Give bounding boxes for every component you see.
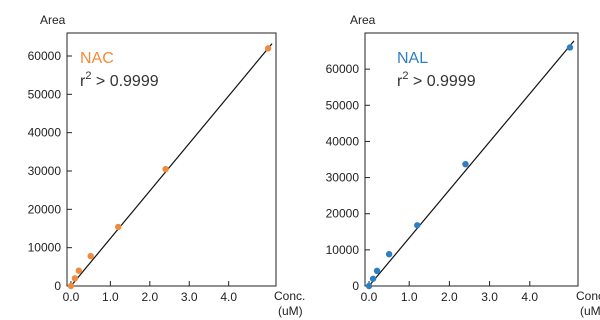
r-squared-value: > 0.9999 <box>408 73 475 90</box>
data-point <box>414 222 421 229</box>
r-squared-exponent: 2 <box>402 70 408 82</box>
x-tick-label: 4.0 <box>220 290 237 304</box>
data-point <box>264 45 272 52</box>
r-squared-value: > 0.9999 <box>91 73 158 90</box>
x-tick-label: 2.0 <box>441 290 458 304</box>
data-point <box>71 275 79 282</box>
series-annotation: NAC <box>80 50 114 67</box>
data-point <box>115 223 122 231</box>
data-point <box>365 282 373 290</box>
x-tick-label: 0.0 <box>63 290 80 304</box>
y-tick-label: 50000 <box>326 98 360 112</box>
x-axis-unit: (uM) <box>580 304 600 318</box>
r-squared-base: r <box>397 73 403 90</box>
data-point <box>373 267 381 275</box>
y-tick-label: 0 <box>352 279 359 293</box>
y-tick-label: 10000 <box>28 241 62 255</box>
y-axis-label: Area <box>350 13 376 27</box>
r-squared-base: r <box>80 73 86 90</box>
r-squared-annotation: r2 > 0.9999 <box>80 70 159 90</box>
plot-frame <box>66 32 277 287</box>
y-tick-label: 60000 <box>326 62 360 76</box>
x-tick-label: 2.0 <box>141 290 158 304</box>
y-tick-label: 40000 <box>326 134 360 148</box>
y-tick-label: 20000 <box>28 202 62 216</box>
data-point <box>87 252 94 260</box>
y-tick-label: 40000 <box>28 126 62 140</box>
series-annotation: NAL <box>397 50 428 67</box>
y-tick-label: 30000 <box>28 164 62 178</box>
x-axis-unit: (uM) <box>278 304 303 318</box>
y-tick-label: 20000 <box>326 207 360 221</box>
data-point <box>385 250 393 258</box>
x-tick-label: 3.0 <box>181 290 198 304</box>
y-tick-label: 10000 <box>326 243 360 257</box>
x-axis-label: Conc. <box>576 289 600 303</box>
nal-chart: 0 10000 20000 30000 40000 50000 60000 0.0 1.0 2.0… <box>326 13 600 318</box>
data-point <box>67 282 75 290</box>
x-axis-label: Conc. <box>274 289 305 303</box>
data-point <box>75 267 83 274</box>
y-tick-label: 0 <box>54 279 61 293</box>
x-tick-label: 3.0 <box>481 290 498 304</box>
r-squared-exponent: 2 <box>85 70 91 82</box>
x-tick-label: 4.0 <box>521 290 538 304</box>
data-point <box>462 160 469 168</box>
fit-line <box>368 40 575 287</box>
y-axis-label: Area <box>40 13 66 27</box>
nac-chart: 0 10000 20000 30000 40000 50000 60000 0.0 1.0 2.0… <box>28 13 306 318</box>
fit-line <box>70 43 273 287</box>
x-tick-label: 1.0 <box>102 290 119 304</box>
data-point <box>566 44 574 51</box>
plot-frame <box>364 32 579 287</box>
x-tick-label: 1.0 <box>401 290 418 304</box>
r-squared-annotation: r2 > 0.9999 <box>397 70 476 90</box>
y-tick-label: 50000 <box>28 87 62 101</box>
data-point <box>162 165 169 173</box>
x-tick-label: 0.0 <box>361 290 378 304</box>
y-tick-label: 30000 <box>326 171 360 185</box>
y-tick-label: 60000 <box>28 49 62 63</box>
data-point <box>369 275 377 282</box>
